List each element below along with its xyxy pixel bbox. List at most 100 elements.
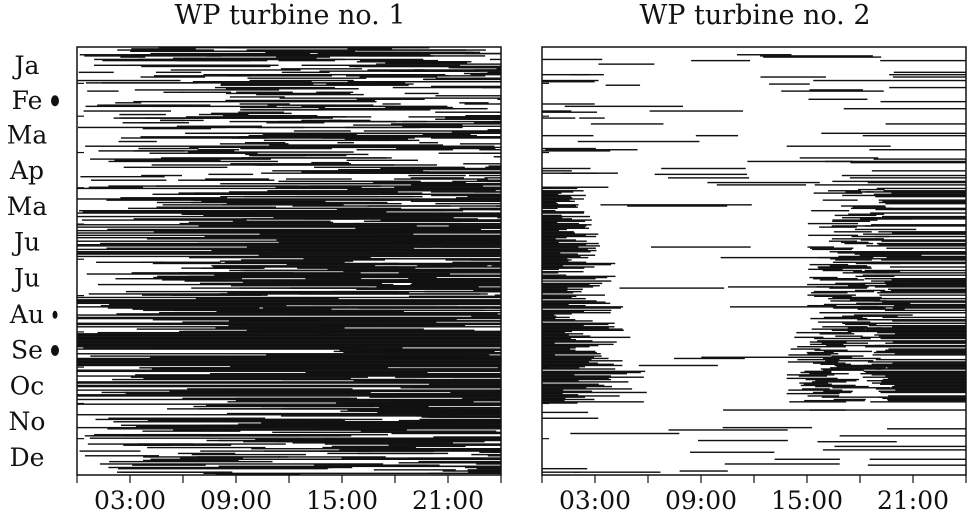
activity-segment xyxy=(859,254,922,256)
activity-segment xyxy=(875,235,966,238)
activity-segment xyxy=(400,387,501,389)
activity-segment xyxy=(832,387,891,389)
activity-segment xyxy=(869,149,966,151)
activity-segment xyxy=(542,340,593,342)
activity-segment xyxy=(542,248,588,251)
activity-segment xyxy=(730,306,875,308)
activity-segment xyxy=(77,240,501,242)
activity-segment xyxy=(275,246,433,248)
activity-segment xyxy=(476,463,501,465)
activity-segment xyxy=(842,322,899,324)
activity-segment xyxy=(807,222,859,225)
activity-segment xyxy=(471,453,501,456)
activity-segment xyxy=(384,266,501,268)
activity-segment xyxy=(385,424,501,426)
activity-segment xyxy=(837,252,888,254)
activity-segment xyxy=(431,194,501,197)
activity-segment xyxy=(379,406,501,409)
activity-segment xyxy=(493,156,501,158)
y-tick-label: Ma xyxy=(7,120,48,149)
x-tick-label: 09:00 xyxy=(665,486,737,515)
activity-segment xyxy=(290,287,476,289)
activity-segment xyxy=(542,252,561,254)
activity-segment xyxy=(879,335,966,337)
activity-segment xyxy=(185,116,347,118)
activity-segment xyxy=(181,91,232,93)
activity-segment xyxy=(542,209,556,212)
activity-segment xyxy=(869,458,966,460)
activity-segment xyxy=(542,301,606,303)
activity-segment xyxy=(256,54,431,56)
activity-segment xyxy=(380,193,501,195)
activity-segment xyxy=(829,265,868,267)
activity-segment xyxy=(77,363,501,366)
activity-segment xyxy=(347,188,501,191)
activity-segment xyxy=(125,392,496,395)
activity-segment xyxy=(380,167,501,170)
activity-segment xyxy=(542,353,601,355)
activity-segment xyxy=(238,423,491,425)
activity-segment xyxy=(77,300,501,302)
activity-segment xyxy=(327,268,501,271)
activity-segment xyxy=(270,92,351,95)
activity-segment xyxy=(77,79,181,82)
activity-segment xyxy=(813,290,875,293)
activity-segment xyxy=(542,389,564,391)
activity-segment xyxy=(197,149,240,151)
activity-segment xyxy=(272,431,501,434)
activity-segment xyxy=(723,409,846,411)
activity-segment xyxy=(269,144,444,146)
activity-segment xyxy=(890,289,966,292)
activity-segment xyxy=(133,218,437,220)
activity-segment xyxy=(433,436,501,438)
activity-segment xyxy=(542,333,584,335)
activity-segment xyxy=(891,279,966,281)
activity-segment xyxy=(797,346,846,348)
activity-segment xyxy=(132,464,206,466)
activity-segment xyxy=(878,199,966,201)
activity-segment xyxy=(319,70,431,72)
activity-segment xyxy=(814,295,852,298)
activity-segment xyxy=(835,335,863,337)
activity-segment xyxy=(542,198,584,200)
activity-segment xyxy=(144,444,232,446)
activity-segment xyxy=(138,58,424,61)
activity-segment xyxy=(408,458,501,460)
activity-segment xyxy=(239,103,290,105)
activity-segment xyxy=(542,192,562,194)
activity-segment xyxy=(78,126,226,129)
activity-segment xyxy=(206,404,493,407)
activity-segment xyxy=(542,392,563,395)
activity-segment xyxy=(326,83,414,85)
activity-segment xyxy=(87,90,119,92)
activity-segment xyxy=(120,56,146,58)
activity-segment xyxy=(542,225,587,227)
activity-segment xyxy=(835,259,872,261)
activity-segment xyxy=(878,244,966,246)
activity-segment xyxy=(823,316,863,319)
activity-segment xyxy=(77,301,501,303)
activity-segment xyxy=(422,133,471,136)
activity-segment xyxy=(542,247,596,249)
activity-segment xyxy=(105,104,191,106)
activity-segment xyxy=(857,308,905,310)
activity-segment xyxy=(251,448,433,450)
activity-segment xyxy=(276,56,331,58)
activity-segment xyxy=(77,255,501,258)
activity-segment xyxy=(542,343,614,346)
activity-segment xyxy=(542,214,562,217)
activity-segment xyxy=(359,170,424,172)
activity-segment xyxy=(77,342,501,344)
activity-segment xyxy=(278,120,396,123)
activity-segment xyxy=(542,246,579,248)
activity-segment xyxy=(542,199,570,201)
activity-segment xyxy=(435,111,501,113)
activity-segment xyxy=(487,455,501,457)
activity-segment xyxy=(194,319,457,321)
activity-segment xyxy=(141,174,183,177)
activity-segment xyxy=(542,260,569,262)
activity-segment xyxy=(452,261,501,264)
activity-segment xyxy=(464,466,501,469)
activity-segment xyxy=(797,358,840,361)
activity-segment xyxy=(279,97,501,99)
